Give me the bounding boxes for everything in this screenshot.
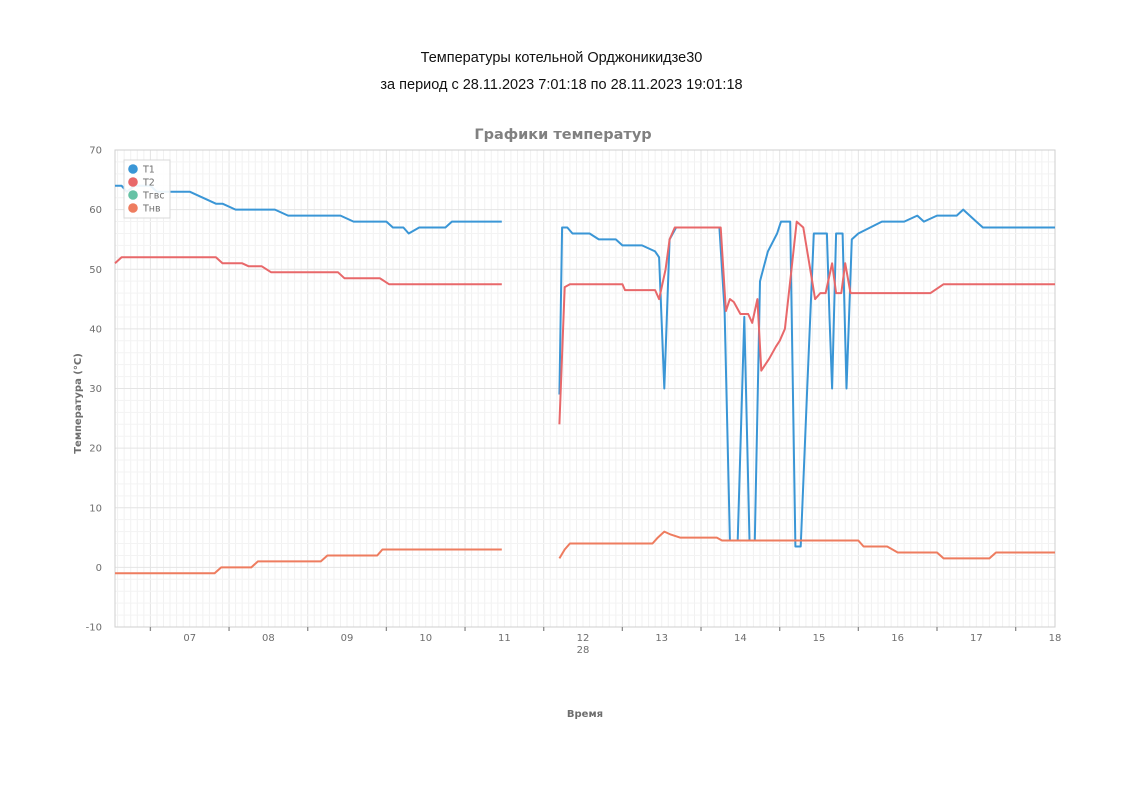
x-tick-label: 10	[419, 633, 432, 644]
x-tick-label: 11	[498, 633, 511, 644]
x-tick-label: 08	[262, 633, 275, 644]
x-axis-label: Время	[567, 709, 603, 720]
legend-marker	[128, 203, 138, 213]
x-tick-label: 07	[183, 633, 196, 644]
x-date-label: 28	[577, 645, 590, 656]
series-line-3-0	[115, 548, 502, 575]
page-subtitle: за период с 28.11.2023 7:01:18 по 28.11.…	[380, 77, 743, 93]
x-axis: 07 08 09 10 11 12 13 14 15 16 17 18	[149, 627, 1062, 644]
legend: T1 T2 Тгвс Тнв	[123, 159, 171, 219]
y-tick-label: 60	[89, 205, 102, 216]
legend-label: Тгвс	[142, 191, 165, 202]
x-tick-label: 13	[655, 633, 668, 644]
legend-marker	[128, 164, 138, 174]
legend-marker	[128, 177, 138, 187]
y-tick-label: 20	[89, 444, 102, 455]
legend-label: T1	[142, 165, 155, 176]
y-tick-label: 50	[89, 265, 102, 276]
y-tick-label: -10	[86, 623, 102, 634]
y-tick-label: 30	[89, 384, 102, 395]
legend-label: Тнв	[142, 204, 161, 215]
chart-title: Графики температур	[474, 127, 651, 143]
x-tick-label: 09	[341, 633, 354, 644]
series-line-3-1	[558, 530, 1055, 560]
series-line-0-1	[558, 208, 1055, 548]
x-tick-label: 16	[891, 633, 904, 644]
page-title: Температуры котельной Орджоникидзе30	[420, 50, 703, 66]
x-tick-label: 18	[1049, 633, 1062, 644]
grid	[115, 149, 1056, 628]
x-tick-label: 12	[577, 633, 590, 644]
y-axis: -10 0 10 20 30 40 50 60 70	[86, 146, 102, 634]
legend-marker	[128, 190, 138, 200]
x-tick-label: 15	[813, 633, 826, 644]
y-tick-label: 0	[96, 563, 102, 574]
y-axis-label: Температура (°C)	[73, 353, 84, 454]
y-tick-label: 10	[89, 503, 102, 514]
series-line-1-0	[114, 256, 502, 286]
y-tick-label: 70	[89, 146, 102, 157]
x-tick-label: 17	[970, 633, 983, 644]
y-tick-label: 40	[89, 324, 102, 335]
x-tick-label: 14	[734, 633, 747, 644]
legend-label: T2	[142, 178, 155, 189]
series-lines	[114, 184, 1055, 575]
series-line-1-1	[558, 220, 1055, 425]
plot-area	[114, 149, 1056, 628]
